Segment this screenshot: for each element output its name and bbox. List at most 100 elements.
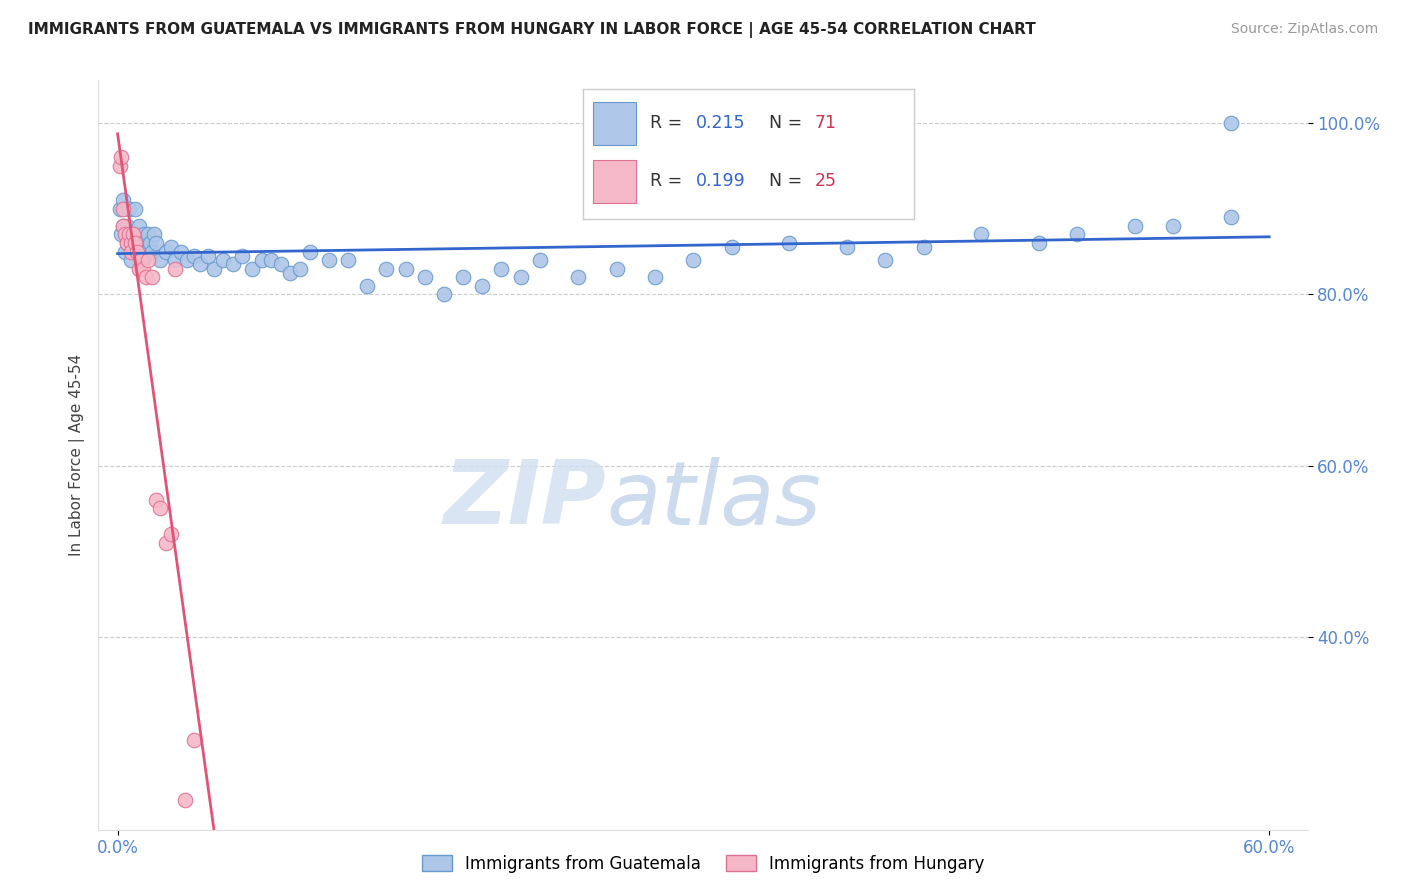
Point (778, 235, 800, 250)
Point (250, 253, 273, 268)
Point (145, 492, 167, 507)
Point (318, 253, 340, 268)
Point (491, 261, 513, 276)
Point (120, 244, 142, 259)
Text: Source: ZipAtlas.com: Source: ZipAtlas.com (1230, 22, 1378, 37)
Point (356, 278, 378, 293)
Point (114, 227, 136, 242)
Point (197, 249, 219, 263)
Point (122, 227, 145, 242)
Point (134, 227, 156, 242)
Point (1028, 235, 1050, 250)
Point (231, 249, 253, 263)
Point (136, 253, 159, 268)
Point (280, 266, 302, 280)
Point (135, 270, 157, 285)
Point (720, 240, 742, 254)
Point (112, 193, 135, 207)
Point (141, 270, 163, 285)
Point (149, 253, 172, 268)
Point (970, 227, 993, 242)
Point (240, 261, 263, 276)
Point (875, 253, 897, 268)
Point (118, 227, 141, 242)
Point (682, 253, 704, 268)
Text: N =: N = (769, 172, 807, 190)
Point (451, 270, 474, 285)
Point (112, 219, 135, 233)
Point (155, 535, 177, 549)
Point (120, 253, 142, 268)
Point (135, 244, 157, 259)
Point (112, 202, 135, 216)
Text: 71: 71 (815, 114, 837, 133)
Point (149, 501, 172, 516)
Text: ZIP: ZIP (443, 457, 606, 543)
Point (128, 261, 150, 276)
Point (567, 270, 589, 285)
Point (270, 257, 292, 271)
Point (1161, 219, 1184, 233)
Point (471, 278, 494, 293)
Point (128, 219, 150, 233)
Point (112, 219, 135, 233)
Point (129, 235, 152, 250)
Point (222, 257, 245, 271)
Y-axis label: In Labor Force | Age 45-54: In Labor Force | Age 45-54 (69, 354, 84, 556)
Point (125, 244, 148, 259)
Point (288, 261, 311, 276)
Point (115, 235, 138, 250)
Point (110, 227, 132, 242)
Point (375, 261, 398, 276)
Point (529, 253, 551, 268)
Point (124, 202, 146, 216)
Point (176, 253, 198, 268)
Point (173, 792, 195, 806)
Point (394, 261, 416, 276)
Bar (593, 161, 637, 203)
Point (165, 261, 187, 276)
Text: 25: 25 (815, 172, 837, 190)
Point (183, 249, 205, 263)
Text: atlas: atlas (606, 457, 821, 543)
Point (509, 270, 531, 285)
Point (108, 159, 131, 173)
Point (212, 253, 235, 268)
Point (124, 235, 146, 250)
Legend: Immigrants from Guatemala, Immigrants from Hungary: Immigrants from Guatemala, Immigrants fr… (415, 848, 991, 880)
Point (131, 253, 153, 268)
Point (139, 235, 162, 250)
Point (125, 227, 148, 242)
Point (1219, 211, 1241, 225)
Point (160, 240, 183, 254)
Point (118, 202, 141, 216)
Point (188, 257, 211, 271)
Point (114, 244, 136, 259)
Point (1123, 219, 1146, 233)
Point (115, 219, 138, 233)
Point (110, 150, 132, 164)
Point (298, 244, 321, 259)
Point (129, 253, 152, 268)
Point (160, 527, 183, 541)
Point (122, 227, 145, 242)
Text: 0.215: 0.215 (696, 114, 745, 133)
Point (183, 732, 205, 747)
Point (145, 235, 167, 250)
Point (260, 253, 283, 268)
Point (336, 253, 359, 268)
Point (1219, 116, 1241, 130)
Bar (593, 103, 637, 145)
Text: R =: R = (650, 172, 688, 190)
Point (136, 227, 159, 242)
Point (120, 235, 142, 250)
Point (433, 287, 456, 301)
Point (170, 244, 193, 259)
Text: R =: R = (650, 114, 688, 133)
Point (644, 270, 666, 285)
Text: N =: N = (769, 114, 807, 133)
Point (835, 240, 858, 254)
Point (143, 227, 166, 242)
Point (131, 261, 153, 276)
Point (413, 270, 436, 285)
